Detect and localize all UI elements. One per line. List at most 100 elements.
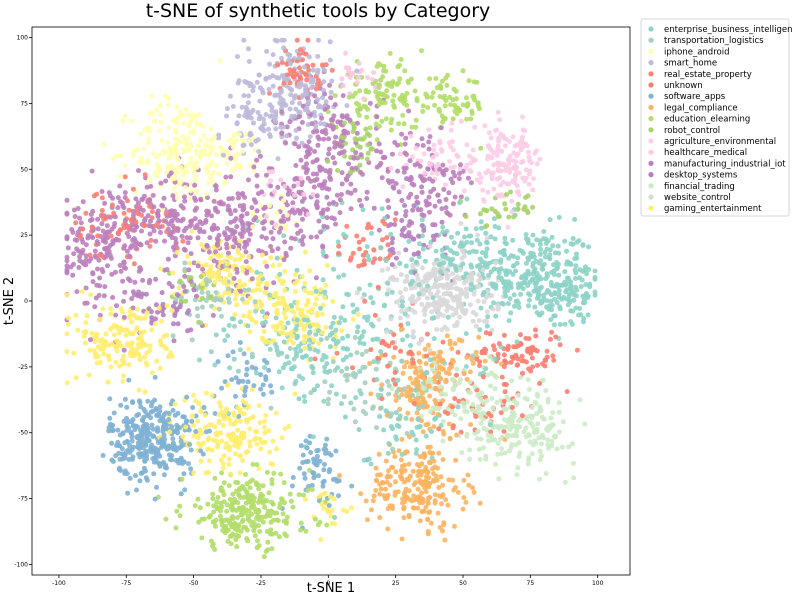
data-point-manufacturing_industrial_iot [151,204,157,210]
data-point-education_elearning [433,76,439,81]
data-point-gaming_entertainment [226,290,232,296]
data-point-financial_trading [545,442,551,448]
data-point-enterprise_business_intelligence [229,316,235,322]
data-point-manufacturing_industrial_iot [276,229,282,235]
data-point-enterprise_business_intelligence [340,304,346,310]
data-point-education_elearning [354,100,359,106]
data-point-legal_compliance [421,468,426,474]
data-point-enterprise_business_intelligence [555,284,561,290]
data-point-real_estate_property [528,368,534,374]
data-point-manufacturing_industrial_iot [304,149,310,155]
data-point-smart_home [270,52,276,58]
data-point-real_estate_property [305,37,311,43]
data-point-manufacturing_industrial_iot [174,211,180,217]
data-point-gaming_entertainment [277,262,282,268]
data-point-education_elearning [254,545,260,551]
data-point-real_estate_property [83,210,89,216]
data-point-agriculture_environmental [501,135,507,141]
data-point-manufacturing_industrial_iot [242,240,248,245]
data-point-real_estate_property [368,225,374,231]
data-point-education_elearning [430,90,436,96]
data-point-legal_compliance [450,477,456,483]
data-point-enterprise_business_intelligence [308,356,314,362]
data-point-education_elearning [221,480,227,486]
data-point-gaming_entertainment [138,344,144,350]
data-point-software_apps [193,429,199,434]
data-point-real_estate_property [126,207,132,213]
data-point-manufacturing_industrial_iot [450,201,456,207]
data-point-manufacturing_industrial_iot [415,200,421,206]
data-point-enterprise_business_intelligence [413,387,419,393]
data-point-website_control [462,311,468,317]
data-point-education_elearning [217,508,223,514]
data-point-smart_home [287,106,293,112]
data-point-desktop_systems [166,281,172,286]
data-point-real_estate_property [385,242,391,248]
data-point-gaming_entertainment [100,306,106,312]
data-point-gaming_entertainment [115,342,121,348]
data-point-enterprise_business_intelligence [345,333,351,339]
data-point-education_elearning [202,516,207,522]
data-point-software_apps [124,427,130,433]
data-point-enterprise_business_intelligence [357,368,363,374]
data-point-enterprise_business_intelligence [464,196,470,202]
data-point-real_estate_property [96,252,102,258]
data-point-financial_trading [454,366,460,372]
data-point-manufacturing_industrial_iot [393,181,399,187]
data-point-enterprise_business_intelligence [374,377,380,382]
data-point-smart_home [315,53,321,59]
data-point-education_elearning [229,506,235,512]
data-point-manufacturing_industrial_iot [326,146,332,152]
data-point-manufacturing_industrial_iot [249,205,255,211]
data-point-manufacturing_industrial_iot [284,202,290,208]
data-point-software_apps [119,446,125,452]
data-point-education_elearning [350,94,356,99]
data-point-gaming_entertainment [121,373,127,379]
data-point-gaming_entertainment [258,303,264,309]
data-point-legal_compliance [414,462,420,467]
data-point-enterprise_business_intelligence [508,285,514,290]
data-point-enterprise_business_intelligence [212,362,218,368]
data-point-financial_trading [478,396,484,402]
data-point-enterprise_business_intelligence [580,268,586,274]
data-point-agriculture_environmental [485,168,491,174]
data-point-iphone_android [214,162,220,168]
data-point-real_estate_property [131,261,137,267]
data-point-manufacturing_industrial_iot [337,151,342,156]
data-point-education_elearning [269,477,275,483]
data-point-manufacturing_industrial_iot [386,205,392,210]
data-point-enterprise_business_intelligence [486,272,492,278]
data-point-gaming_entertainment [129,319,135,325]
data-point-manufacturing_industrial_iot [270,236,276,242]
data-point-desktop_systems [411,251,417,257]
data-point-manufacturing_industrial_iot [140,277,146,283]
data-point-desktop_systems [153,316,158,322]
data-point-enterprise_business_intelligence [292,381,298,387]
data-point-enterprise_business_intelligence [414,447,420,453]
data-point-real_estate_property [298,47,303,53]
data-point-enterprise_business_intelligence [474,237,480,243]
data-point-unknown [398,348,404,354]
data-point-enterprise_business_intelligence [584,271,590,277]
data-point-enterprise_business_intelligence [345,346,351,352]
data-point-agriculture_environmental [497,175,503,181]
data-point-manufacturing_industrial_iot [88,234,94,240]
data-point-smart_home [236,113,242,119]
data-point-education_elearning [230,516,236,522]
data-point-robot_control [477,211,483,217]
data-point-enterprise_business_intelligence [197,357,202,363]
data-point-manufacturing_industrial_iot [313,158,319,163]
data-point-agriculture_environmental [422,170,428,176]
data-point-manufacturing_industrial_iot [119,200,125,206]
data-point-gaming_entertainment [167,429,173,435]
data-point-enterprise_business_intelligence [534,310,540,316]
data-point-agriculture_environmental [516,170,522,176]
data-point-financial_trading [492,386,498,392]
data-point-smart_home [299,140,305,146]
data-point-gaming_entertainment [247,426,253,432]
data-point-desktop_systems [406,230,412,236]
data-point-iphone_android [157,112,163,118]
data-point-financial_trading [523,425,529,431]
data-point-legal_compliance [443,497,449,503]
